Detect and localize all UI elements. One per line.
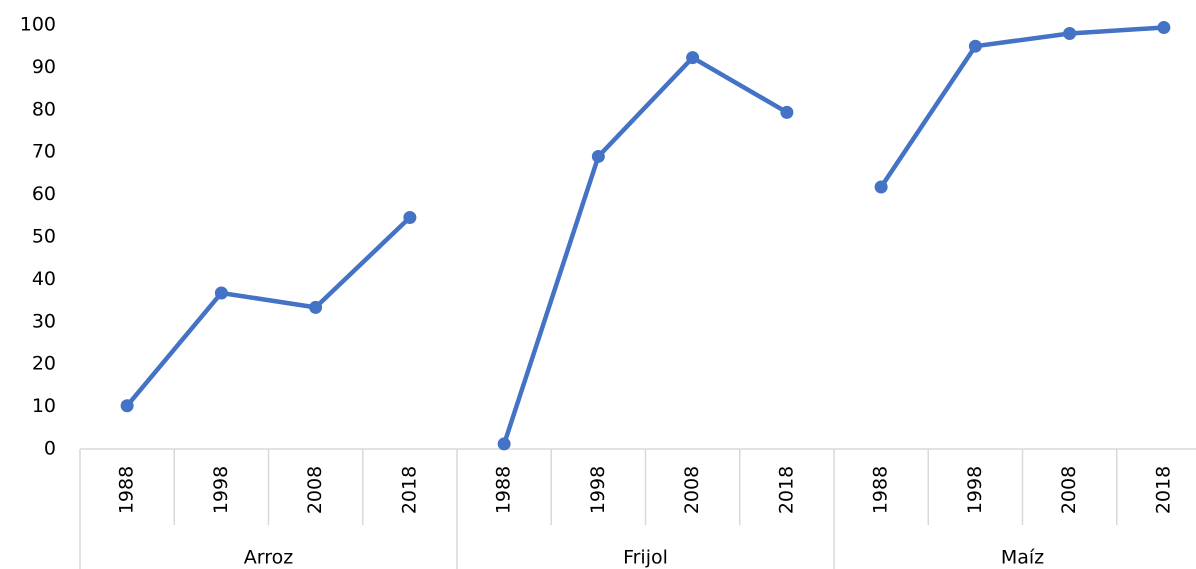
y-tick-label: 20	[32, 353, 56, 375]
y-tick-label: 0	[44, 438, 56, 460]
marker	[591, 149, 605, 163]
y-tick-label: 70	[32, 141, 56, 163]
group-label: Maíz	[1001, 547, 1044, 569]
y-tick-label: 50	[32, 226, 56, 248]
group-label: Frijol	[623, 547, 668, 569]
y-tick-label: 60	[32, 183, 56, 205]
x-tick-label: 2008	[681, 466, 703, 514]
marker	[214, 286, 228, 300]
x-tick-label: 1988	[493, 466, 515, 514]
marker	[309, 300, 323, 314]
y-tick-label: 40	[32, 268, 56, 290]
marker	[403, 210, 417, 224]
marker	[1063, 26, 1077, 40]
marker	[780, 105, 794, 119]
line	[125, 215, 412, 408]
marker	[968, 39, 982, 53]
y-tick-label: 30	[32, 310, 56, 332]
x-tick-label: 2018	[775, 466, 797, 514]
y-tick-label: 100	[20, 14, 56, 36]
x-tick-label: 2018	[1152, 466, 1174, 514]
y-tick-label: 90	[32, 56, 56, 78]
marker	[874, 180, 888, 194]
x-tick-label: 1998	[964, 466, 986, 514]
x-tick-label: 1988	[870, 466, 892, 514]
x-tick-label: 1998	[210, 466, 232, 514]
line	[879, 25, 1165, 189]
x-tick-label: 2008	[1058, 466, 1080, 514]
marker	[120, 399, 134, 413]
marker	[497, 437, 511, 451]
x-tick-label: 2008	[304, 466, 326, 514]
x-tick-label: 1988	[116, 466, 138, 514]
group-label: Arroz	[244, 547, 293, 569]
y-tick-label: 80	[32, 98, 56, 120]
line	[501, 55, 789, 445]
marker	[686, 51, 700, 65]
marker	[1157, 21, 1171, 35]
x-tick-label: 1998	[587, 466, 609, 514]
y-tick-label: 10	[32, 395, 56, 417]
x-tick-label: 2018	[398, 466, 420, 514]
